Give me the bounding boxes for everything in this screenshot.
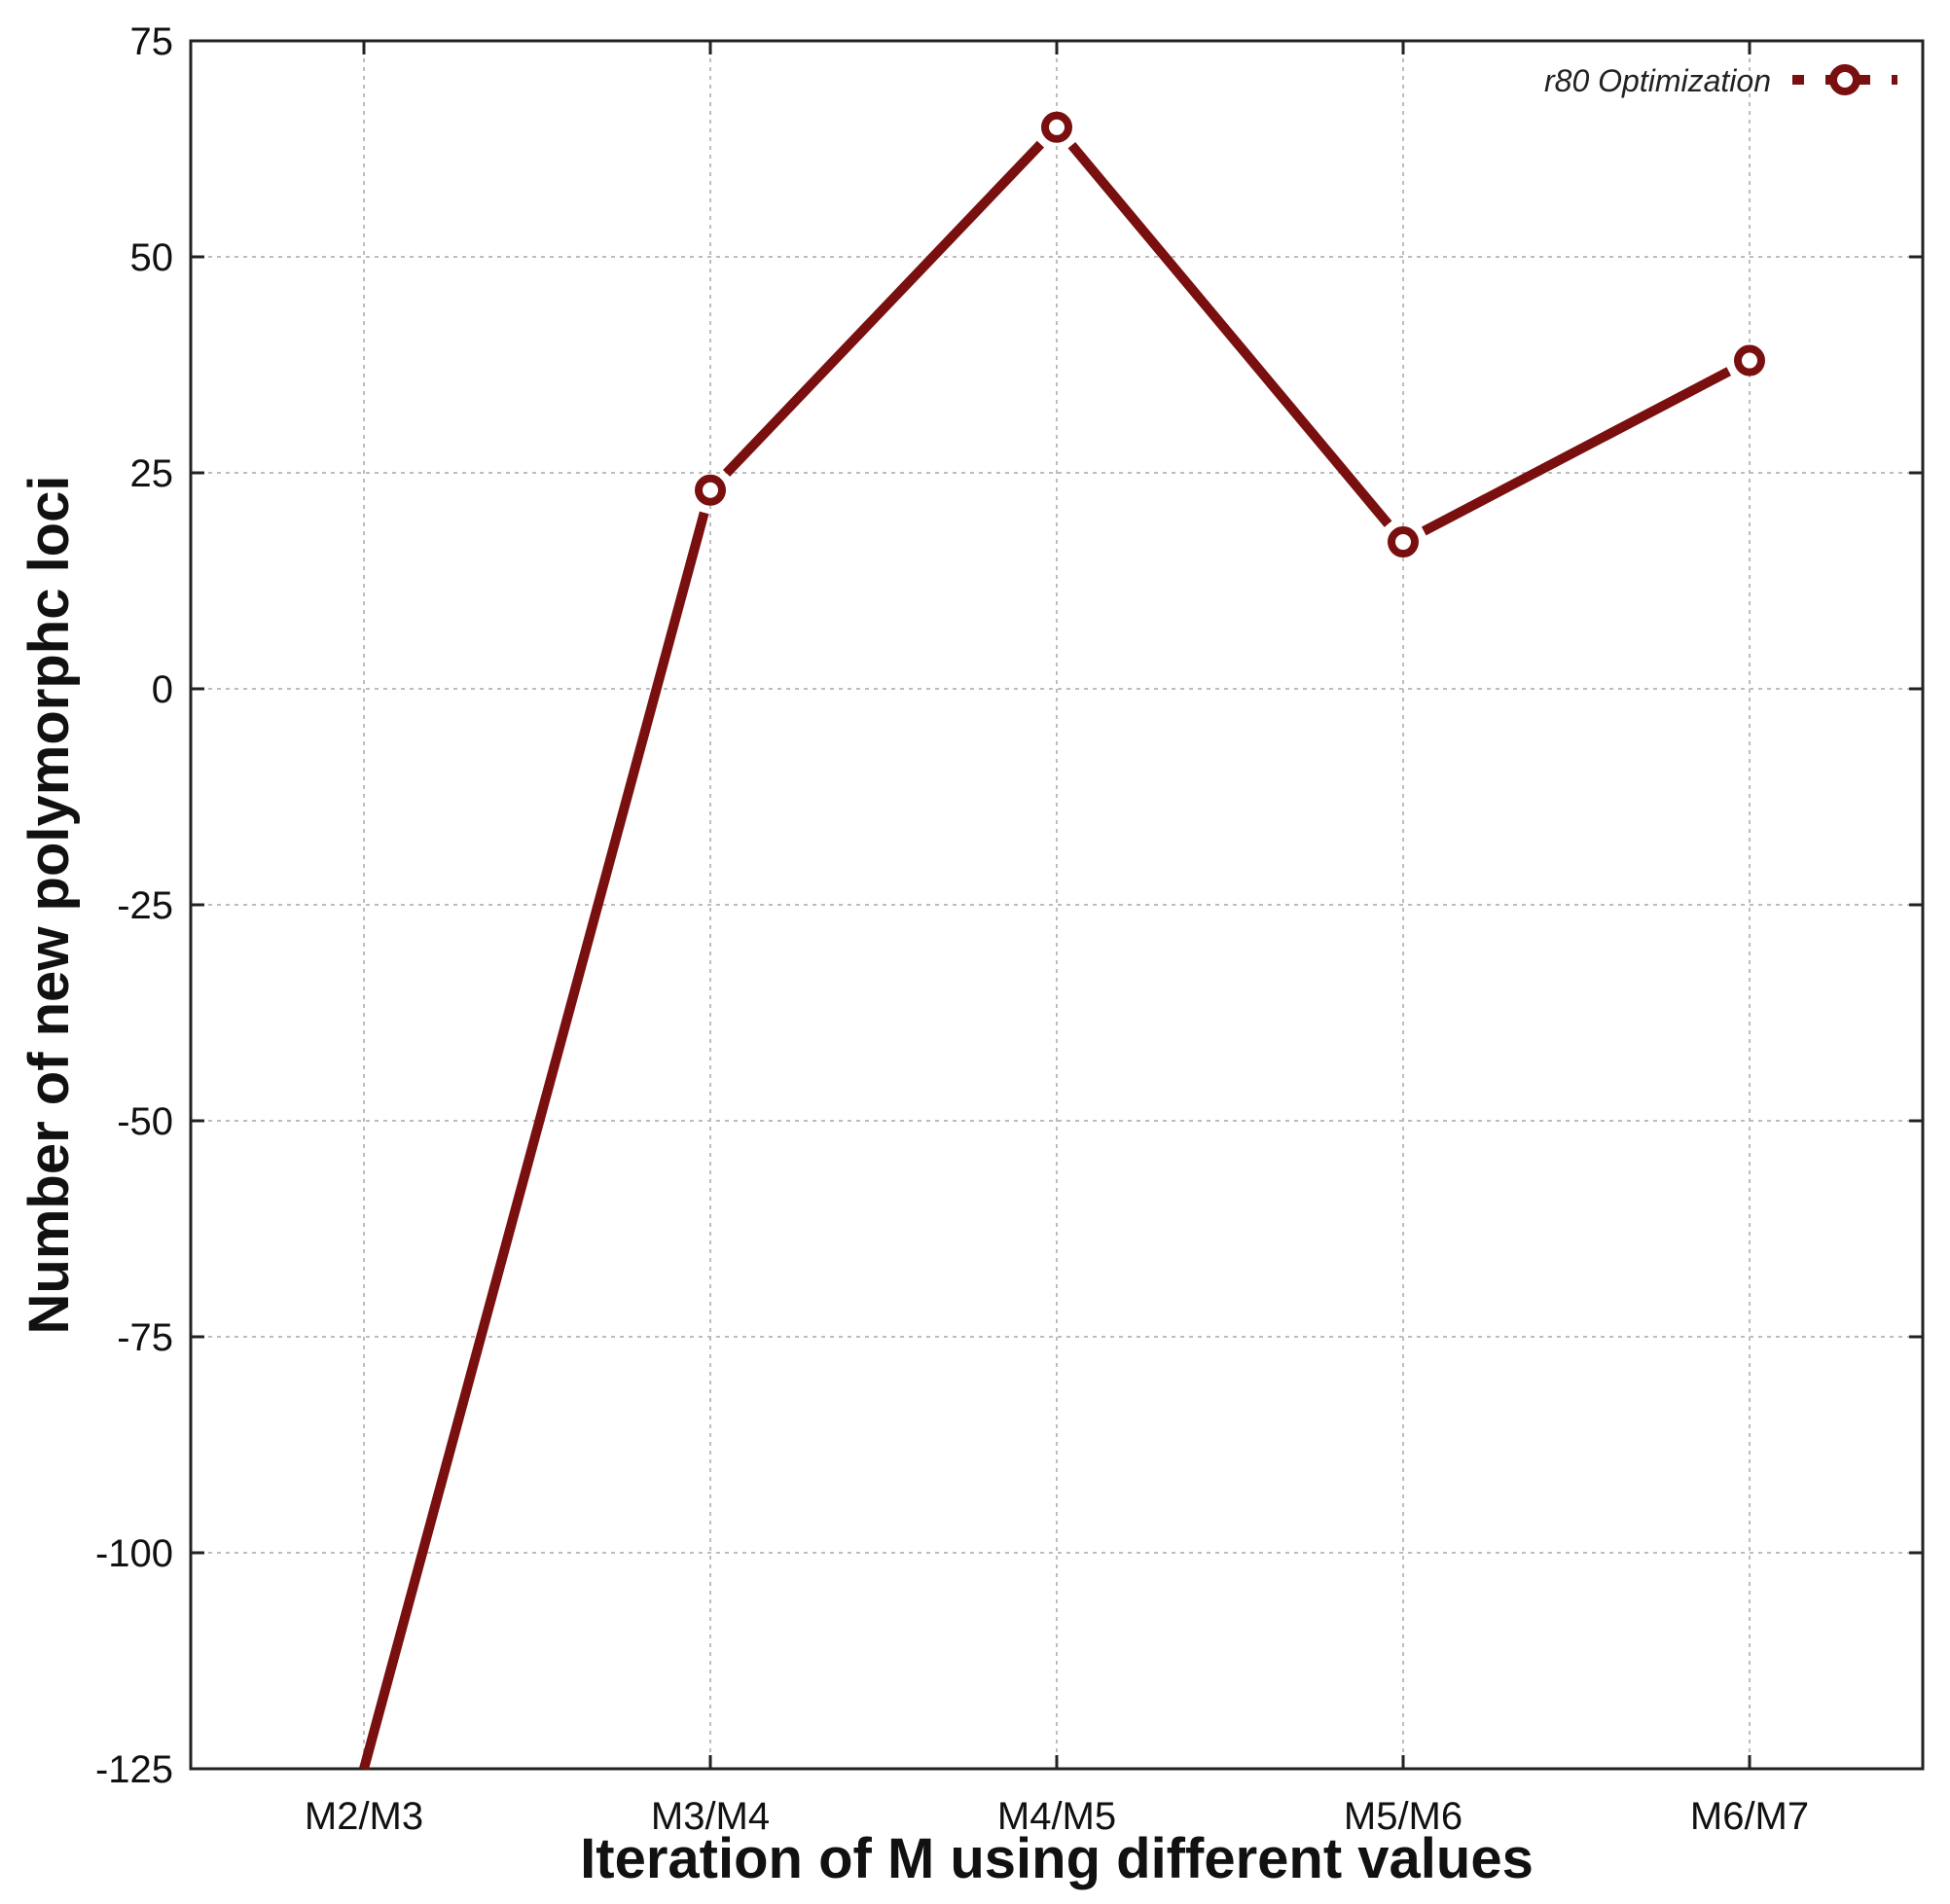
x-tick-label: M3/M4 <box>651 1795 770 1838</box>
y-tick-label: 50 <box>130 236 174 279</box>
y-tick-label: -100 <box>95 1532 173 1575</box>
y-tick-label: 75 <box>130 20 174 63</box>
x-axis-title: Iteration of M using different values <box>580 1827 1534 1890</box>
x-tick-label: M5/M6 <box>1344 1795 1462 1838</box>
legend: r80 Optimization <box>1544 63 1897 98</box>
series-line-segment <box>722 140 1045 477</box>
series <box>359 111 1765 1771</box>
series-line-segment <box>1421 367 1732 536</box>
y-tick-label: 25 <box>130 452 174 495</box>
y-axis-title: Number of new polymorphc loci <box>18 476 81 1335</box>
y-tick-label: -125 <box>95 1748 173 1791</box>
y-tick-label: -25 <box>117 884 173 927</box>
legend-marker <box>1829 64 1860 95</box>
x-tick-label: M6/M7 <box>1690 1795 1809 1838</box>
legend-label: r80 Optimization <box>1544 63 1771 98</box>
y-axis-ticks: 75 50 25 0 -25 -50 -75 -100 -125 <box>95 20 1923 1791</box>
data-point <box>1041 111 1072 143</box>
data-point <box>695 474 726 506</box>
series-line-segment <box>359 511 709 1771</box>
series-line-segment <box>1067 142 1392 527</box>
grid <box>191 40 1923 1770</box>
y-tick-label: 0 <box>152 668 173 711</box>
x-tick-label: M4/M5 <box>997 1795 1116 1838</box>
data-point <box>1388 526 1419 558</box>
data-point <box>1734 344 1765 377</box>
x-axis-ticks: M2/M3 M3/M4 M4/M5 M5/M6 M6/M7 <box>305 41 1809 1838</box>
y-tick-label: -50 <box>117 1100 173 1143</box>
y-tick-label: -75 <box>117 1316 173 1359</box>
x-tick-label: M2/M3 <box>305 1795 423 1838</box>
